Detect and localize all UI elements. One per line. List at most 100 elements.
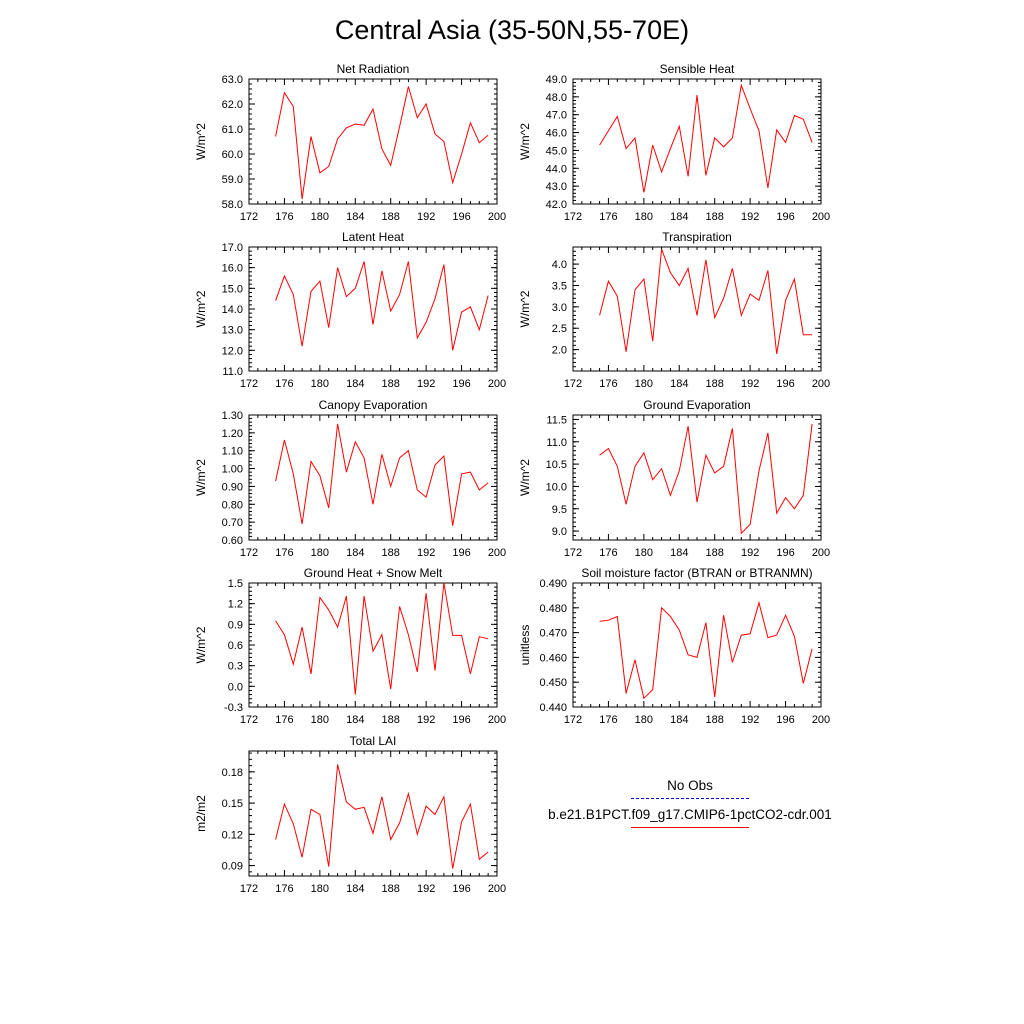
series-line-0: [275, 423, 489, 526]
x-tick-label: 192: [417, 714, 435, 726]
y-tick-label: 1.20: [222, 428, 243, 440]
x-tick-label: 176: [275, 211, 293, 223]
y-tick-label: 3.5: [552, 280, 567, 292]
y-tick-label: 0.12: [222, 829, 243, 841]
x-tick-label: 192: [417, 211, 435, 223]
x-tick-label: 180: [635, 378, 653, 390]
y-axis-label: W/m^2: [194, 459, 208, 496]
panel-title: Latent Heat: [342, 230, 405, 244]
y-tick-label: 0.15: [222, 798, 243, 810]
x-tick-label: 200: [488, 211, 506, 223]
x-tick-label: 172: [564, 714, 582, 726]
x-tick-label: 188: [382, 714, 400, 726]
plot-frame: [248, 78, 498, 205]
panel-4: Canopy Evaporation W/m^2 172 176 180 184 188 19…: [194, 398, 506, 559]
panel-0: Net Radiation W/m^2 172 176 180 184 188 192 196 2…: [194, 62, 506, 223]
x-tick-label: 196: [776, 378, 794, 390]
x-tick-label: 188: [706, 714, 724, 726]
panel-6: Ground Heat + Snow Melt W/m^2 172 176 180 184…: [194, 566, 506, 726]
x-tick-label: 192: [741, 378, 759, 390]
x-tick-label: 196: [776, 547, 794, 559]
y-tick-label: 0.440: [539, 702, 567, 714]
x-tick-label: 172: [240, 714, 258, 726]
x-tick-label: 184: [346, 714, 364, 726]
x-tick-label: 188: [382, 211, 400, 223]
y-tick-label: 4.0: [552, 259, 567, 271]
y-tick-label: 11.5: [546, 414, 567, 426]
x-tick-label: 192: [417, 883, 435, 895]
y-tick-label: 0.90: [222, 481, 243, 493]
y-tick-label: 16.0: [222, 263, 243, 275]
series-line-0: [599, 248, 813, 354]
y-tick-label: 0.460: [539, 652, 567, 664]
x-tick-label: 184: [346, 883, 364, 895]
y-tick-label: 10.0: [546, 481, 567, 493]
series-line-0: [275, 764, 489, 869]
y-axis-label: W/m^2: [518, 123, 532, 160]
y-tick-label: 46.0: [546, 128, 567, 140]
y-tick-label: 49.0: [546, 74, 567, 86]
y-tick-label: 1.00: [222, 464, 243, 476]
panel-title: Canopy Evaporation: [319, 398, 428, 412]
y-tick-label: 43.0: [546, 181, 567, 193]
panel-title: Net Radiation: [337, 62, 410, 76]
y-axis-label: W/m^2: [194, 123, 208, 160]
x-tick-label: 184: [346, 547, 364, 559]
y-tick-label: 0.470: [539, 628, 567, 640]
y-tick-label: 0.18: [222, 767, 243, 779]
page-title: Central Asia (35-50N,55-70E): [334, 15, 690, 45]
plot-frame: [572, 414, 822, 541]
y-tick-label: 12.0: [222, 345, 243, 357]
x-tick-label: 200: [812, 378, 830, 390]
x-tick-label: 180: [635, 211, 653, 223]
legend: No Obs b.e21.B1PCT.f09_g17.CMIP6-1pctCO2…: [530, 776, 850, 834]
y-tick-label: 44.0: [546, 163, 567, 175]
x-tick-label: 172: [240, 378, 258, 390]
y-tick-label: 0.80: [222, 499, 243, 511]
x-tick-label: 200: [812, 211, 830, 223]
panel-7: Soil moisture factor (BTRAN or BTRANMN) u…: [518, 566, 830, 726]
y-axis-label: W/m^2: [518, 290, 532, 327]
y-tick-label: -0.3: [224, 702, 243, 714]
legend-swatch-obs: [631, 798, 749, 799]
y-tick-label: 14.0: [222, 304, 243, 316]
x-tick-label: 180: [311, 211, 329, 223]
y-axis-label: W/m^2: [194, 626, 208, 663]
x-tick-label: 200: [812, 714, 830, 726]
x-tick-label: 176: [275, 547, 293, 559]
x-tick-label: 172: [240, 883, 258, 895]
x-tick-label: 184: [670, 211, 688, 223]
x-tick-label: 172: [240, 547, 258, 559]
x-tick-label: 192: [417, 378, 435, 390]
x-tick-label: 180: [635, 714, 653, 726]
y-tick-label: 1.30: [222, 410, 243, 422]
y-axis-label: unitless: [518, 625, 532, 666]
y-tick-label: 1.10: [222, 446, 243, 458]
x-tick-label: 196: [452, 883, 470, 895]
panel-title: Soil moisture factor (BTRAN or BTRANMN): [581, 566, 812, 580]
x-tick-label: 188: [382, 883, 400, 895]
y-tick-label: 0.490: [539, 578, 567, 590]
y-axis-label: W/m^2: [518, 459, 532, 496]
y-tick-label: 0.70: [222, 517, 243, 529]
y-tick-label: 13.0: [222, 325, 243, 337]
x-tick-label: 176: [599, 714, 617, 726]
series-line-0: [599, 423, 813, 535]
x-tick-label: 180: [635, 547, 653, 559]
plot-frame: [572, 582, 822, 708]
y-tick-label: 15.0: [222, 283, 243, 295]
y-tick-label: 58.0: [222, 199, 243, 211]
y-tick-label: 0.60: [222, 535, 243, 547]
x-tick-label: 196: [776, 211, 794, 223]
panel-2: Latent Heat W/m^2 172 176 180 184 188 192 196 200…: [194, 230, 506, 390]
y-tick-label: 3.0: [552, 302, 567, 314]
x-tick-label: 180: [311, 883, 329, 895]
legend-swatch-model: [631, 827, 749, 828]
panel-title: Total LAI: [350, 734, 397, 748]
y-axis-label: W/m^2: [194, 290, 208, 327]
series-line-0: [275, 582, 489, 695]
y-tick-label: 0.6: [228, 640, 243, 652]
x-tick-label: 176: [275, 378, 293, 390]
panel-5: Ground Evaporation W/m^2 172 176 180 184 188 19…: [518, 398, 830, 559]
